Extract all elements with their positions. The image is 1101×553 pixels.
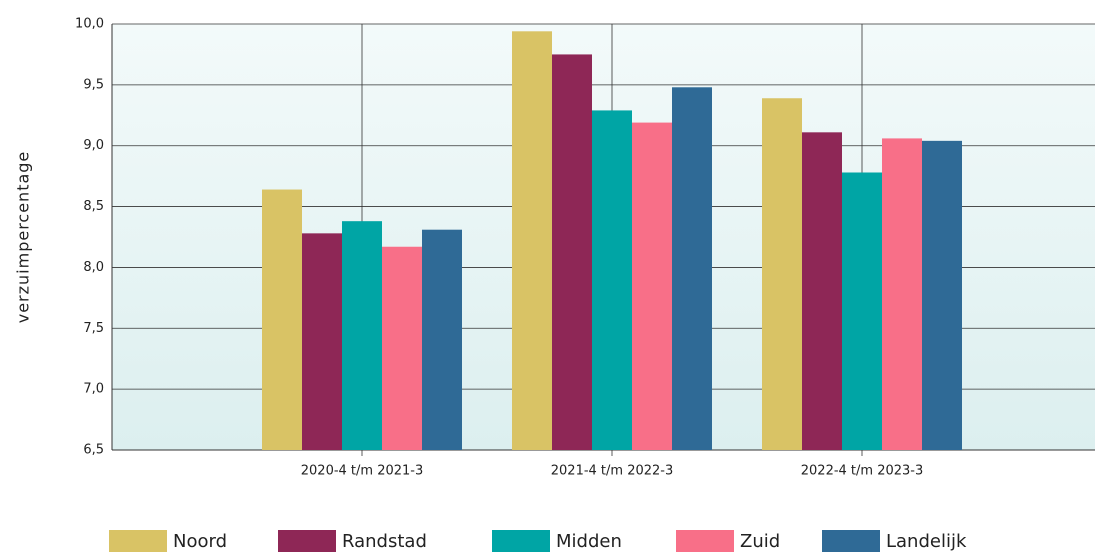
bar (802, 132, 842, 450)
legend-label: Zuid (740, 531, 780, 552)
bar (632, 122, 672, 451)
y-tick-label: 8,0 (83, 260, 104, 275)
legend-swatch (278, 530, 336, 552)
bar (342, 221, 382, 450)
legend-label: Midden (556, 531, 622, 552)
y-tick-label: 10,0 (75, 17, 104, 32)
y-tick-label: 8,5 (83, 199, 104, 214)
y-tick-label: 7,5 (83, 321, 104, 336)
bar (422, 229, 462, 450)
bar (882, 138, 922, 450)
bar (762, 98, 802, 450)
y-tick-label: 9,0 (83, 138, 104, 153)
y-tick-label: 9,5 (83, 77, 104, 92)
y-tick-label: 7,0 (83, 382, 104, 397)
bar (382, 246, 422, 450)
legend-label: Noord (173, 531, 227, 552)
legend-swatch (676, 530, 734, 552)
legend-swatch (492, 530, 550, 552)
bar (302, 233, 342, 450)
legend-label: Randstad (342, 531, 427, 552)
bar (552, 54, 592, 451)
x-tick-label: 2020-4 t/m 2021-3 (301, 464, 424, 479)
legend: Noord Randstad Midden Zuid Landelijk (109, 530, 967, 552)
legend-swatch (822, 530, 880, 552)
bar (842, 172, 882, 450)
x-tick-label: 2022-4 t/m 2023-3 (801, 464, 924, 479)
bar (672, 87, 712, 450)
bar (512, 31, 552, 450)
x-tick-label: 2021-4 t/m 2022-3 (551, 464, 674, 479)
legend-swatch (109, 530, 167, 552)
bar (262, 189, 302, 450)
bar (592, 110, 632, 450)
legend-label: Landelijk (886, 531, 967, 552)
bar (922, 140, 962, 451)
y-tick-label: 6,5 (83, 443, 104, 458)
y-axis-label: verzuimpercentage (14, 151, 33, 324)
